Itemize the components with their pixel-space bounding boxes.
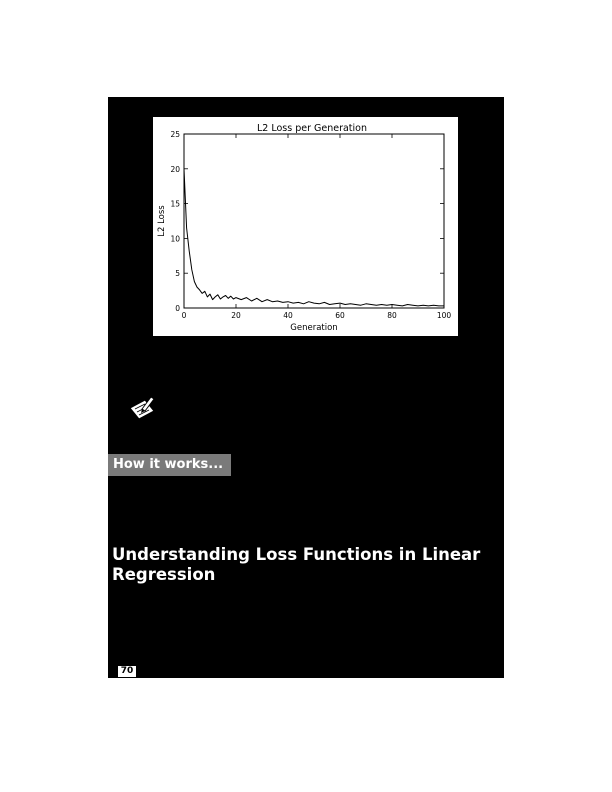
series-layer [183, 168, 444, 307]
x-tick-label: 60 [335, 311, 345, 320]
y-tick-label: 10 [170, 234, 180, 243]
y-axis-label: L2 Loss [157, 205, 167, 237]
y-tick-label: 15 [170, 200, 180, 209]
page-number: 70 [118, 666, 136, 677]
plot-frame [183, 133, 445, 309]
x-axis: 0 20 40 60 80 100 [182, 134, 452, 320]
x-tick-label: 100 [437, 311, 452, 320]
series-line [183, 168, 444, 307]
y-tick-label: 25 [170, 130, 180, 139]
chart-title: L2 Loss per Generation [257, 123, 367, 134]
x-tick-label: 80 [387, 311, 397, 320]
loss-chart: L2 Loss per Generation 0 5 10 15 20 25 0 20 40 6… [153, 117, 458, 336]
y-tick-label: 20 [170, 165, 180, 174]
section-heading: How it works... [113, 457, 224, 472]
x-tick-label: 0 [182, 311, 187, 320]
section-heading-bar: How it works... [108, 454, 231, 476]
x-axis-label: Generation [290, 323, 337, 333]
y-tick-label: 5 [175, 269, 180, 278]
subsection-heading: Understanding Loss Functions in Linear R… [112, 545, 481, 584]
pencil-note-icon [127, 394, 157, 422]
x-tick-label: 20 [231, 311, 241, 320]
y-tick-label: 0 [175, 304, 180, 313]
y-axis: 0 5 10 15 20 25 [170, 130, 444, 313]
x-tick-label: 40 [283, 311, 293, 320]
